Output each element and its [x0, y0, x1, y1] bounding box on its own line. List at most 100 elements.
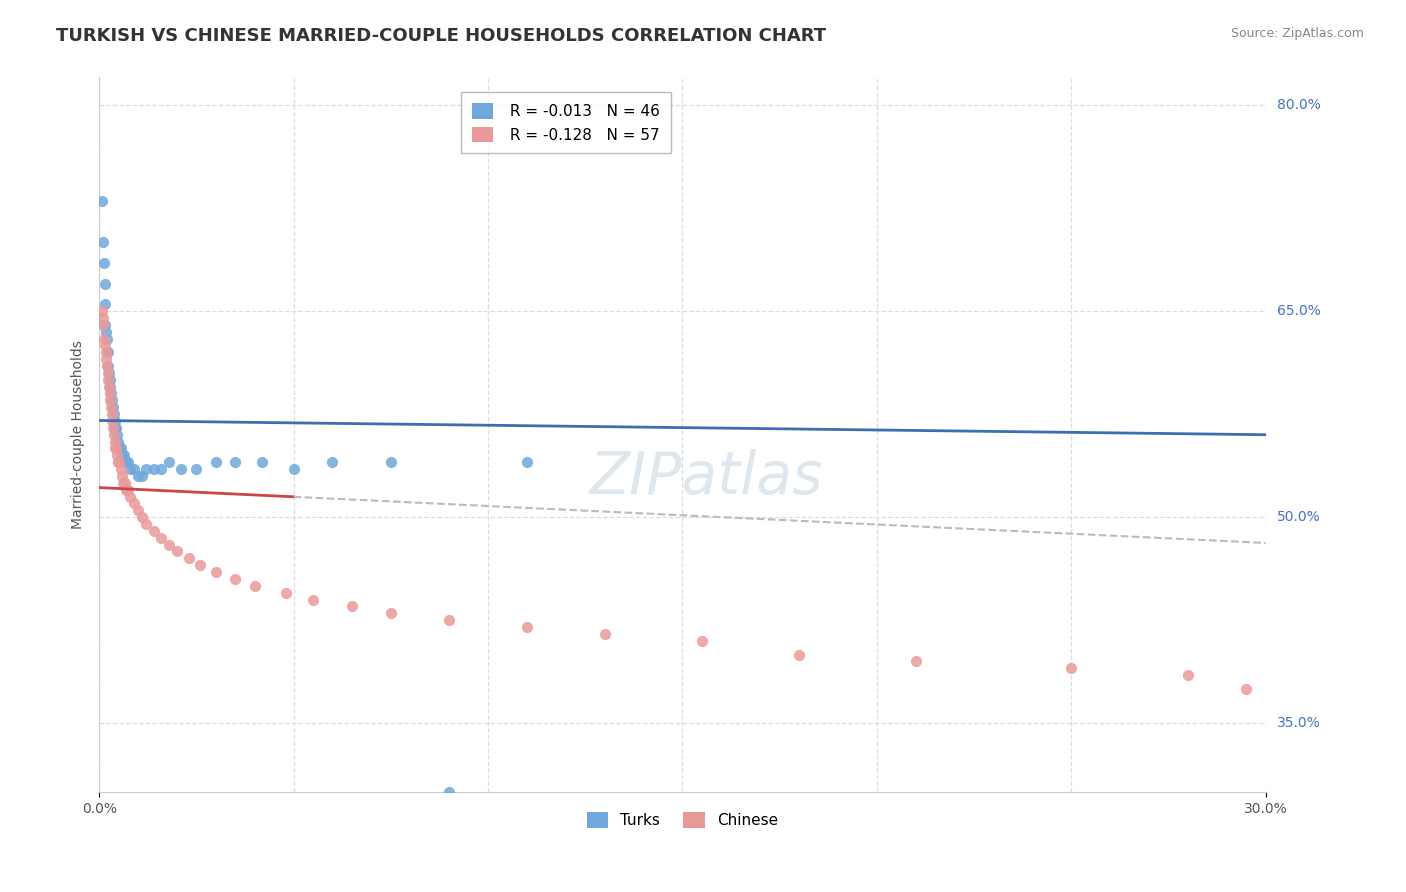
Point — [97, 373, 120, 387]
Text: 35.0%: 35.0% — [1277, 716, 1320, 731]
Point — [112, 448, 135, 462]
Point — [120, 462, 142, 476]
Point — [100, 393, 122, 408]
Point — [122, 462, 145, 476]
Point — [204, 565, 226, 579]
Point — [135, 462, 157, 476]
Point — [91, 194, 114, 208]
Point — [157, 538, 180, 552]
Point — [100, 401, 122, 415]
Point — [127, 469, 149, 483]
Point — [120, 490, 142, 504]
Point — [93, 277, 115, 291]
Point — [252, 455, 274, 469]
Point — [127, 503, 149, 517]
Point — [110, 462, 132, 476]
Point — [107, 455, 129, 469]
Point — [142, 462, 165, 476]
Point — [224, 455, 246, 469]
Text: TURKISH VS CHINESE MARRIED-COUPLE HOUSEHOLDS CORRELATION CHART: TURKISH VS CHINESE MARRIED-COUPLE HOUSEH… — [56, 27, 827, 45]
Point — [115, 483, 138, 497]
Point — [150, 531, 173, 545]
Point — [101, 421, 124, 435]
Point — [97, 379, 120, 393]
Point — [904, 655, 927, 669]
Text: 80.0%: 80.0% — [1277, 98, 1320, 112]
Point — [104, 434, 127, 449]
Point — [96, 332, 118, 346]
Text: ZIPatlas: ZIPatlas — [589, 449, 823, 506]
Point — [166, 544, 188, 558]
Point — [302, 592, 325, 607]
Point — [111, 448, 134, 462]
Point — [1177, 668, 1199, 682]
Point — [380, 607, 402, 621]
Point — [787, 648, 810, 662]
Point — [104, 421, 127, 435]
Point — [321, 455, 343, 469]
Point — [94, 345, 117, 359]
Text: 50.0%: 50.0% — [1277, 510, 1320, 524]
Point — [1060, 661, 1083, 675]
Point — [186, 462, 208, 476]
Point — [170, 462, 193, 476]
Point — [107, 455, 129, 469]
Text: 65.0%: 65.0% — [1277, 304, 1320, 318]
Point — [94, 352, 117, 367]
Point — [91, 235, 114, 250]
Point — [94, 338, 117, 352]
Point — [97, 359, 120, 373]
Point — [204, 455, 226, 469]
Point — [94, 318, 117, 332]
Point — [115, 455, 138, 469]
Point — [112, 475, 135, 490]
Point — [107, 434, 129, 449]
Point — [380, 455, 402, 469]
Point — [340, 599, 363, 614]
Point — [94, 297, 117, 311]
Point — [98, 373, 121, 387]
Point — [98, 386, 121, 401]
Point — [94, 325, 117, 339]
Point — [103, 407, 125, 421]
Point — [98, 393, 121, 408]
Point — [110, 442, 132, 456]
Point — [104, 414, 127, 428]
Y-axis label: Married-couple Households: Married-couple Households — [72, 340, 86, 529]
Point — [105, 442, 128, 456]
Point — [97, 345, 120, 359]
Point — [107, 442, 129, 456]
Point — [93, 256, 115, 270]
Point — [91, 310, 114, 325]
Point — [105, 421, 128, 435]
Point — [690, 633, 713, 648]
Point — [157, 455, 180, 469]
Point — [224, 572, 246, 586]
Point — [593, 627, 616, 641]
Point — [114, 475, 136, 490]
Legend: Turks, Chinese: Turks, Chinese — [581, 806, 785, 834]
Point — [100, 386, 122, 401]
Point — [243, 579, 266, 593]
Point — [101, 401, 124, 415]
Point — [104, 442, 127, 456]
Point — [90, 304, 112, 318]
Point — [117, 483, 139, 497]
Point — [96, 359, 118, 373]
Point — [97, 366, 120, 380]
Point — [101, 414, 124, 428]
Point — [1234, 681, 1257, 696]
Point — [131, 469, 153, 483]
Point — [122, 496, 145, 510]
Point — [135, 516, 157, 531]
Point — [437, 785, 460, 799]
Point — [142, 524, 165, 538]
Text: Source: ZipAtlas.com: Source: ZipAtlas.com — [1230, 27, 1364, 40]
Point — [93, 332, 115, 346]
Point — [283, 462, 305, 476]
Point — [516, 620, 538, 634]
Point — [105, 448, 128, 462]
Point — [97, 366, 120, 380]
Point — [150, 462, 173, 476]
Point — [274, 585, 297, 599]
